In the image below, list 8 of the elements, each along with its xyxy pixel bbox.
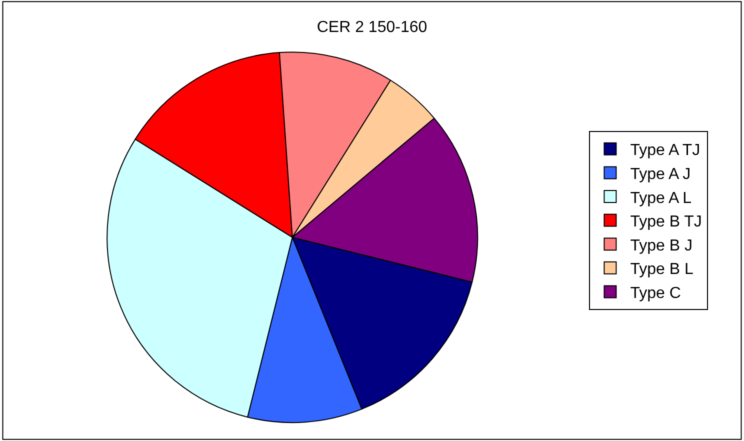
legend-label: Type A L — [630, 190, 692, 207]
legend-label: Type B TJ — [630, 214, 702, 231]
legend-label: Type A TJ — [630, 142, 700, 160]
legend-label: Type B J — [630, 237, 692, 254]
legend-label: Type C — [630, 284, 681, 302]
chart-title: CER 2 150-160 — [316, 19, 428, 36]
legend-label: Type B L — [630, 261, 694, 278]
legend-label: Type A J — [630, 166, 691, 183]
